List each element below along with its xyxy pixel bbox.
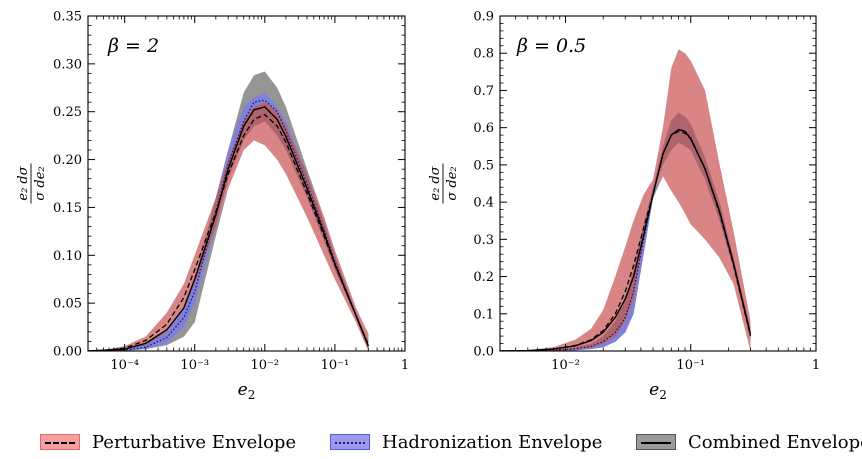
y-tick-label: 0.05 xyxy=(53,297,82,312)
x-tick-label: 10⁻³ xyxy=(180,358,209,373)
y-tick-label: 0.35 xyxy=(53,10,82,25)
y-tick-label: 0.7 xyxy=(473,84,494,99)
plot-frame xyxy=(87,15,406,352)
band-perturbative xyxy=(88,102,369,351)
beta-annotation: β = 2 xyxy=(107,35,159,57)
y-tick-label: 0.25 xyxy=(53,105,82,120)
plot-area xyxy=(88,71,370,351)
y-tick-label: 0.8 xyxy=(473,47,494,62)
x-tick-label: 10⁻¹ xyxy=(676,358,705,373)
x-axis-label: e2 xyxy=(238,380,256,402)
y-tick-label: 0.00 xyxy=(53,345,82,360)
x-tick-label: 10⁻² xyxy=(551,358,580,373)
x-tick-label: 1 xyxy=(401,358,409,373)
band-combined xyxy=(88,71,369,351)
figure: 0.00 0.05 0.10 0.15 0.20 0.25 0.30 0.35 10⁻⁴ 10⁻³… xyxy=(16,10,820,403)
x-tick-label: 1 xyxy=(812,358,820,373)
line-perturbative xyxy=(500,130,752,351)
x-tick-label: 10⁻¹ xyxy=(321,358,350,373)
combined-swatch-icon xyxy=(636,434,676,450)
svg-text:σ de₂: σ de₂ xyxy=(445,166,460,200)
x-tick-label: 10⁻⁴ xyxy=(110,358,139,373)
line-combined xyxy=(500,128,752,351)
y-axis-label: e₂ dσ σ de₂ xyxy=(16,163,48,204)
perturbative-swatch-icon xyxy=(40,434,80,450)
beta-annotation: β = 0.5 xyxy=(516,35,586,57)
y-tick-label: 0.9 xyxy=(473,10,494,25)
line-hadronization xyxy=(88,99,370,351)
y-tick-label: 0.6 xyxy=(473,121,494,136)
band-hadronization xyxy=(88,92,369,351)
chart-panel-2: 0.0 0.1 0.2 0.3 0.4 0.5 0.6 0.7 0.8 0.9 10⁻² 10⁻¹ 1 e… xyxy=(428,10,820,403)
y-tick-label: 0.0 xyxy=(473,345,494,360)
legend-item-hadronization: Hadronization Envelope xyxy=(330,428,602,456)
legend-label-combined: Combined Envelope xyxy=(688,431,862,453)
y-axis-label: e₂ dσ σ de₂ xyxy=(428,163,460,204)
line-combined xyxy=(88,106,370,351)
y-tick-label: 0.2 xyxy=(473,270,494,285)
band-overlap xyxy=(88,102,369,351)
legend-item-perturbative: Perturbative Envelope xyxy=(40,428,296,456)
y-tick-label: 0.20 xyxy=(53,153,82,168)
plot-frame xyxy=(499,15,817,352)
chart-panel-1: 0.00 0.05 0.10 0.15 0.20 0.25 0.30 0.35 10⁻⁴ 10⁻³… xyxy=(16,10,409,403)
y-tick-label: 0.30 xyxy=(53,57,82,72)
svg-text:e₂ dσ: e₂ dσ xyxy=(16,165,31,200)
legend-item-combined: Combined Envelope xyxy=(636,428,862,456)
x-tick-label: 10⁻² xyxy=(251,358,280,373)
y-tick-label: 0.10 xyxy=(53,249,82,264)
x-axis-label: e2 xyxy=(649,380,667,402)
svg-text:e₂ dσ: e₂ dσ xyxy=(428,165,443,200)
y-tick-label: 0.5 xyxy=(473,158,494,173)
line-perturbative xyxy=(88,113,369,351)
legend: Perturbative Envelope Hadronization Enve… xyxy=(0,428,862,456)
legend-label-perturbative: Perturbative Envelope xyxy=(92,431,297,453)
y-tick-label: 0.3 xyxy=(473,233,494,248)
svg-text:σ de₂: σ de₂ xyxy=(33,166,48,200)
y-tick-label: 0.15 xyxy=(53,201,82,216)
hadronization-swatch-icon xyxy=(330,434,370,450)
band-overlap xyxy=(500,112,751,351)
legend-label-hadronization: Hadronization Envelope xyxy=(382,431,603,453)
y-tick-label: 0.1 xyxy=(473,307,494,322)
y-tick-label: 0.4 xyxy=(473,196,494,211)
plot-area xyxy=(500,49,752,351)
